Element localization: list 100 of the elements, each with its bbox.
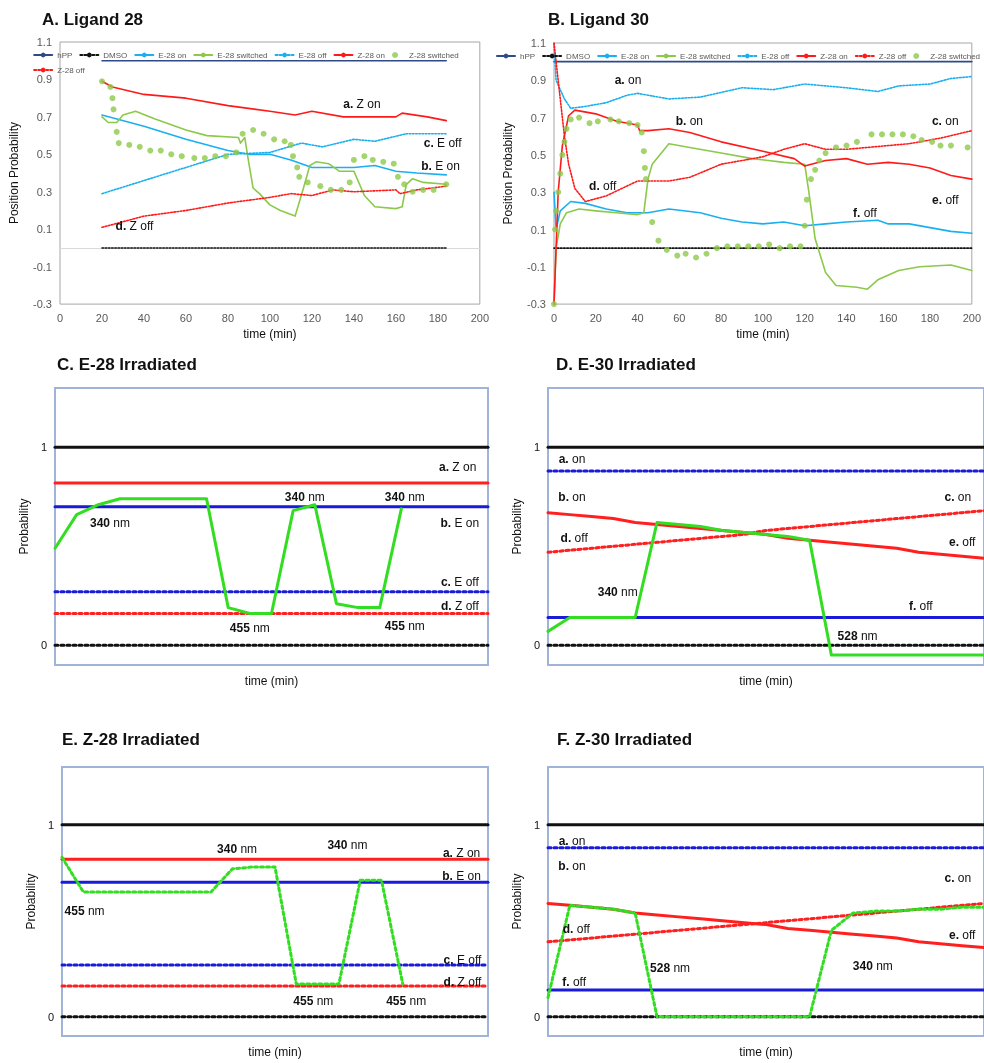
legend-label: Z-28 switched [930, 51, 981, 61]
point [937, 142, 944, 149]
point [115, 140, 122, 147]
point [107, 83, 114, 90]
y-tick-label: 1 [533, 441, 540, 454]
point [304, 179, 311, 186]
y-tick-label: 1.1 [36, 36, 52, 48]
annotation: d. off [560, 531, 589, 546]
x-tick-label: 100 [753, 311, 773, 324]
point [287, 141, 294, 148]
annotation: b. on [558, 489, 586, 504]
point [853, 138, 860, 145]
legend-label: E-28 off [761, 51, 791, 61]
y-axis-title: Position Probability [7, 122, 21, 225]
legend-label: E-28 on [621, 51, 650, 61]
legend-label: DMSO [566, 51, 591, 61]
x-tick-label: 80 [221, 311, 235, 324]
point [889, 131, 896, 138]
point [390, 160, 397, 167]
point [147, 147, 154, 154]
point [201, 155, 208, 162]
point [212, 153, 219, 160]
x-tick-label: 40 [137, 311, 151, 324]
line-series [60, 855, 405, 986]
point [168, 151, 175, 158]
point [868, 131, 875, 138]
annotation: a. on [614, 72, 642, 87]
point [294, 164, 301, 171]
y-tick-label: -0.3 [527, 298, 546, 311]
point [250, 126, 257, 133]
point [843, 142, 850, 149]
annotation: 340 nm [217, 841, 258, 856]
point [369, 156, 376, 163]
x-tick-label: 120 [795, 311, 814, 324]
y-tick-label: -0.3 [33, 298, 52, 311]
x-tick-label: 160 [879, 311, 898, 324]
annotation: b. E on [421, 158, 460, 173]
annotation: 340 nm [327, 838, 368, 853]
point [401, 181, 408, 188]
point [157, 147, 164, 154]
point [281, 138, 288, 145]
point [910, 133, 917, 140]
point [594, 118, 601, 125]
annotation: e. off [932, 192, 960, 207]
point [561, 138, 568, 145]
point [947, 142, 954, 149]
point [260, 130, 267, 137]
x-tick-label: 140 [837, 311, 856, 324]
point [126, 141, 133, 148]
point [98, 78, 105, 85]
y-tick-label: 1 [533, 818, 540, 831]
chart-title: C. E-28 Irradiated [57, 355, 197, 374]
point [586, 120, 593, 127]
point [918, 136, 925, 143]
x-axis-title: time (min) [736, 327, 790, 341]
point [317, 183, 324, 190]
y-tick-label: 0.5 [530, 148, 546, 161]
legend-label: E-28 off [298, 50, 328, 60]
annotation: 455 nm [64, 904, 105, 919]
chart-title: D. E-30 Irradiated [556, 355, 696, 374]
point [703, 250, 710, 257]
annotation: 455 nm [386, 993, 427, 1008]
legend-label: Z-28 off [878, 51, 907, 61]
annotation: a. on [558, 833, 586, 848]
annotation: 455 nm [384, 619, 425, 634]
line-series [546, 903, 984, 1019]
point [239, 130, 246, 137]
annotation: c. E off [443, 953, 483, 968]
y-tick-label: 1 [40, 441, 47, 454]
annotation: 455 nm [293, 993, 334, 1008]
point [766, 241, 773, 248]
point [191, 155, 198, 162]
point [350, 156, 357, 163]
point [394, 173, 401, 180]
x-tick-label: 180 [428, 311, 448, 324]
x-axis-title: time (min) [739, 674, 793, 688]
y-tick-label: 0 [533, 639, 540, 652]
y-tick-label: -0.1 [33, 260, 52, 273]
annotation: 528 nm [837, 629, 878, 644]
y-tick-label: 1 [47, 818, 54, 831]
line-series [553, 191, 973, 235]
x-tick-label: 100 [260, 311, 280, 324]
y-tick-label: 0.9 [530, 74, 546, 87]
point [634, 122, 641, 129]
point [682, 250, 689, 257]
point [626, 120, 633, 127]
annotation: c. E off [440, 574, 480, 589]
point [929, 138, 936, 145]
point [222, 153, 229, 160]
point [812, 166, 819, 173]
line-series [546, 521, 984, 657]
legend-label: E-28 on [158, 50, 187, 60]
point [833, 144, 840, 151]
y-tick-label: 0 [40, 639, 47, 652]
point [797, 243, 804, 250]
point [327, 186, 334, 193]
annotation: d. Z off [443, 974, 482, 989]
x-axis-title: time (min) [248, 1045, 302, 1059]
point [420, 186, 427, 193]
point [559, 151, 566, 158]
